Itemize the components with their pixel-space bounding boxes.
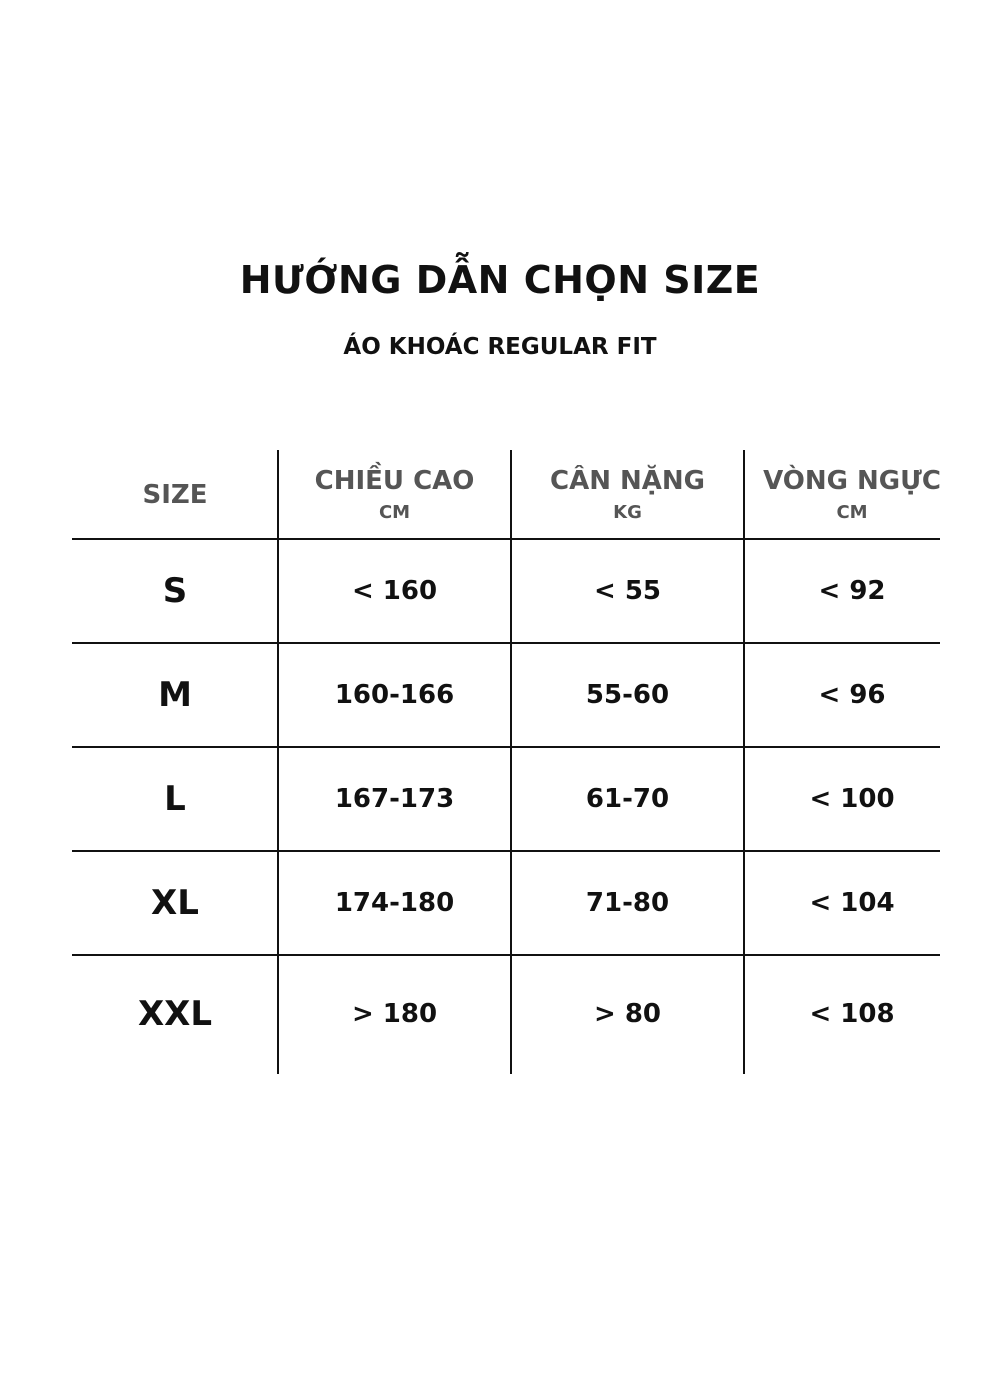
row-divider [72, 642, 940, 644]
size-cell: XL [72, 851, 278, 955]
measurement-value: 167-173 [334, 784, 455, 814]
value-cell: < 104 [744, 851, 960, 955]
measurement-value: < 100 [809, 784, 895, 814]
value-cell: > 80 [511, 955, 744, 1073]
size-cell: M [72, 643, 278, 747]
size-label: M [158, 675, 192, 715]
header-label: VÒNG NGỰC [763, 466, 941, 496]
column-divider [277, 450, 279, 1074]
value-cell: 174-180 [278, 851, 511, 955]
header-cell: SIZE [72, 450, 278, 539]
measurement-value: > 80 [593, 999, 662, 1029]
size-label: XXL [137, 994, 213, 1034]
measurement-value: < 160 [351, 576, 438, 606]
measurement-value: < 96 [818, 680, 886, 710]
value-cell: 167-173 [278, 747, 511, 851]
size-label: L [164, 779, 186, 819]
measurement-value: 71-80 [585, 888, 670, 918]
size-cell: L [72, 747, 278, 851]
header-label: CHIỀU CAO [314, 466, 475, 496]
header-cell: CÂN NẶNG KG [511, 450, 744, 539]
measurement-value: > 180 [351, 999, 438, 1029]
row-divider [72, 538, 940, 540]
measurement-value: 174-180 [334, 888, 455, 918]
value-cell: 55-60 [511, 643, 744, 747]
header-unit: CM [836, 502, 868, 523]
header-cell: VÒNG NGỰC CM [744, 450, 960, 539]
measurement-value: 55-60 [585, 680, 670, 710]
value-cell: 61-70 [511, 747, 744, 851]
value-cell: < 160 [278, 539, 511, 643]
size-label: S [162, 571, 188, 611]
measurement-value: < 104 [809, 888, 895, 918]
page-subtitle: ÁO KHOÁC REGULAR FIT [343, 334, 657, 360]
column-divider [743, 450, 745, 1074]
row-divider [72, 850, 940, 852]
value-cell: > 180 [278, 955, 511, 1073]
value-cell: 160-166 [278, 643, 511, 747]
size-cell: S [72, 539, 278, 643]
measurement-value: 61-70 [585, 784, 670, 814]
value-cell: < 108 [744, 955, 960, 1073]
value-cell: 71-80 [511, 851, 744, 955]
row-divider [72, 746, 940, 748]
row-divider [72, 954, 940, 956]
size-cell: XXL [72, 955, 278, 1073]
measurement-value: 160-166 [334, 680, 455, 710]
value-cell: < 55 [511, 539, 744, 643]
value-cell: < 96 [744, 643, 960, 747]
header-label: SIZE [142, 479, 208, 510]
header-unit: KG [613, 502, 642, 523]
measurement-value: < 55 [593, 576, 662, 606]
value-cell: < 100 [744, 747, 960, 851]
header-cell: CHIỀU CAO CM [278, 450, 511, 539]
value-cell: < 92 [744, 539, 960, 643]
column-divider [510, 450, 512, 1074]
page-title: HƯỚNG DẪN CHỌN SIZE [239, 258, 761, 302]
measurement-value: < 92 [818, 576, 886, 606]
header-label: CÂN NẶNG [550, 466, 705, 496]
size-label: XL [151, 883, 199, 923]
header-unit: CM [378, 502, 411, 523]
measurement-value: < 108 [809, 999, 895, 1029]
